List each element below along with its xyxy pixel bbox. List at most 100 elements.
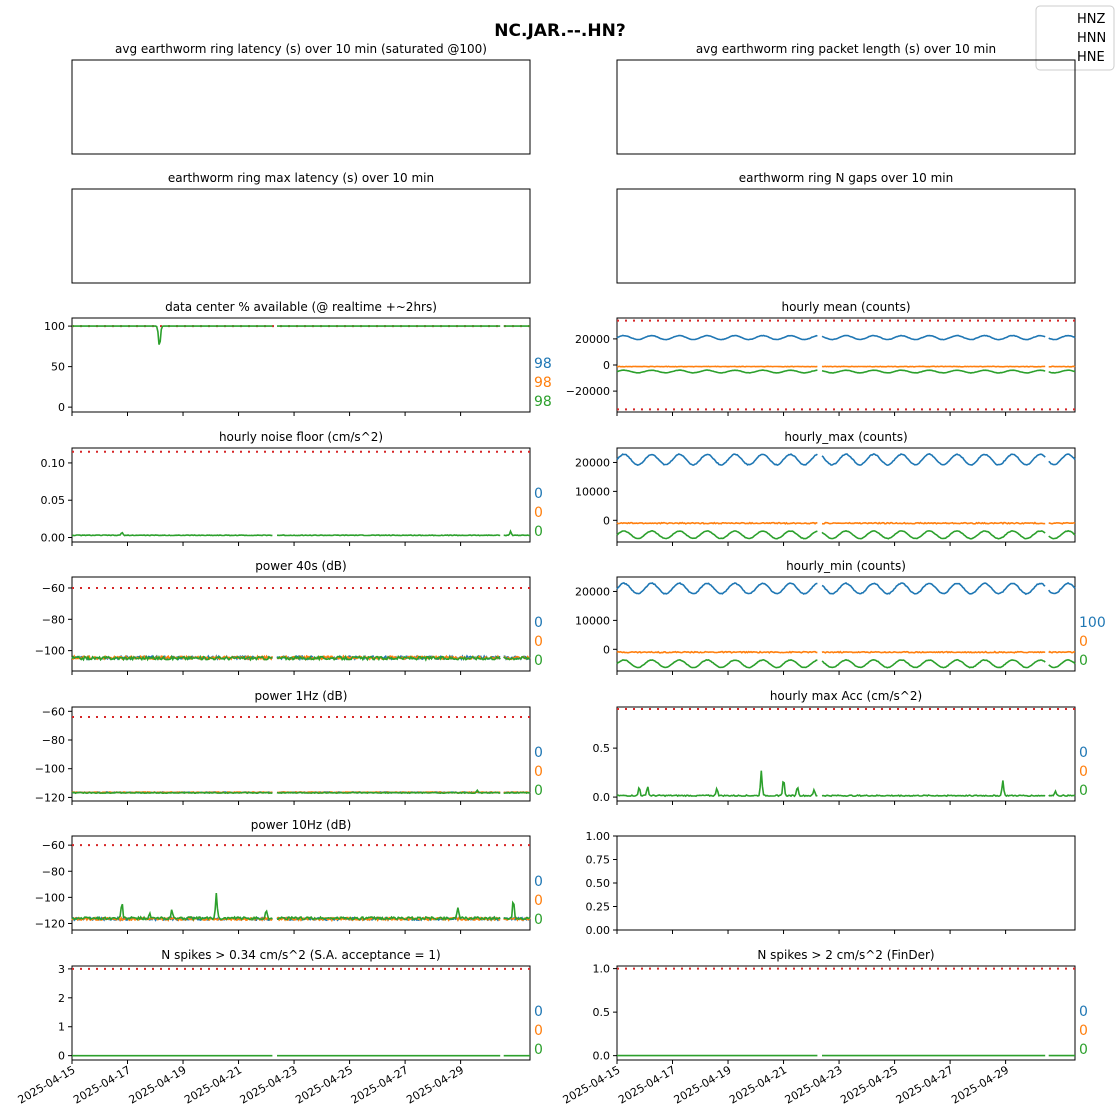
legend-label-hnn: HNN: [1077, 31, 1106, 46]
subplot-p14: 0.00 0.25 0.50 0.75 1.00: [586, 830, 1076, 937]
y-tick-label: 20000: [575, 333, 610, 346]
series-line-hnn: [616, 521, 1076, 525]
latest-value-label: 0: [1079, 745, 1088, 761]
y-tick-label: 0.10: [41, 457, 66, 470]
subplot-title: earthworm ring max latency (s) over 10 m…: [168, 171, 434, 185]
axes-frame: [616, 59, 1076, 155]
axes-frame: [71, 59, 531, 155]
y-tick-label: 10000: [575, 614, 610, 627]
axes-frame: [71, 835, 531, 931]
axes-frame: [616, 835, 1076, 931]
latest-value-label: 0: [1079, 1023, 1088, 1039]
latest-value-label: 0: [534, 505, 543, 521]
axes-frame: [616, 576, 1076, 672]
y-tick-label: 100: [44, 320, 65, 333]
x-tick-label: 2025-04-19: [672, 1063, 734, 1106]
x-tick-label: 2025-04-17: [616, 1063, 678, 1106]
series-line-hne: [72, 325, 530, 345]
y-tick-label: −100: [35, 763, 65, 776]
x-tick-label: 2025-04-23: [238, 1063, 300, 1106]
latest-value-label: 0: [534, 653, 543, 669]
latest-value-label: 0: [1079, 764, 1088, 780]
latest-value-label: 98: [534, 394, 552, 410]
latest-value-label: 0: [534, 524, 543, 540]
subplot-title: power 40s (dB): [255, 559, 346, 573]
subplot-p7: hourly noise floor (cm/s^2) 0.00 0.05 0.10 0…: [41, 430, 543, 546]
subplot-p1: avg earthworm ring latency (s) over 10 m…: [71, 42, 531, 155]
axes-frame: [616, 706, 1076, 802]
subplot-title: hourly_max (counts): [784, 430, 907, 444]
series-line-hne: [71, 893, 531, 921]
latest-value-label: 98: [534, 356, 552, 372]
y-tick-label: −120: [35, 791, 65, 804]
x-tick-label: 2025-04-15: [561, 1063, 623, 1106]
y-tick-label: 0.0: [593, 791, 611, 804]
latest-value-label: 0: [1079, 783, 1088, 799]
y-tick-label: 0.50: [586, 877, 611, 890]
axes-frame: [71, 576, 531, 672]
subplot-p11: power 1Hz (dB) −120 −100 −80 −60 0 0 0: [35, 689, 543, 805]
latest-value-label: 0: [534, 912, 543, 928]
axes-frame: [71, 188, 531, 284]
y-tick-label: −60: [42, 582, 65, 595]
y-tick-label: −100: [35, 645, 65, 658]
x-tick-label: 2025-04-25: [838, 1063, 900, 1106]
legend-label-hnz: HNZ: [1077, 12, 1106, 27]
latest-value-label: 0: [534, 764, 543, 780]
latest-value-label: 0: [1079, 634, 1088, 650]
latest-value-label: 98: [534, 375, 552, 391]
series-line-hne: [71, 529, 531, 537]
latest-value-label: 0: [534, 783, 543, 799]
y-tick-label: 20000: [575, 456, 610, 469]
subplot-p2: avg earthworm ring packet length (s) ove…: [616, 42, 1076, 155]
series-line-hnz: [616, 581, 1076, 596]
y-tick-label: −80: [42, 865, 65, 878]
axes-frame: [71, 447, 531, 543]
y-tick-label: 20000: [575, 585, 610, 598]
y-tick-label: 0.5: [593, 742, 611, 755]
legend-label-hne: HNE: [1077, 50, 1105, 65]
latest-value-label: 0: [1079, 653, 1088, 669]
latest-value-label: 0: [534, 486, 543, 502]
y-tick-label: 0.75: [586, 854, 611, 867]
series-line-hnz: [616, 453, 1076, 467]
subplot-title: hourly max Acc (cm/s^2): [770, 689, 922, 703]
x-tick-label: 2025-04-15: [16, 1063, 78, 1106]
axes-frame: [616, 317, 1076, 413]
x-tick-label: 2025-04-23: [783, 1063, 845, 1106]
subplot-p13: power 10Hz (dB) −120 −100 −80 −60 0 0 0: [35, 818, 543, 934]
subplot-title: hourly noise floor (cm/s^2): [219, 430, 383, 444]
y-tick-label: −20000: [566, 385, 610, 398]
series-line-hne: [72, 788, 531, 795]
x-tick-label: 2025-04-17: [71, 1063, 133, 1106]
y-tick-label: 0: [603, 514, 610, 527]
subplot-title: data center % available (@ realtime +~2h…: [165, 300, 437, 314]
y-tick-label: 0.00: [586, 924, 611, 937]
y-tick-label: −60: [42, 705, 65, 718]
axes-frame: [71, 317, 531, 413]
axes-frame: [616, 188, 1076, 284]
subplot-p9: power 40s (dB) −100 −80 −60 0 0 0: [35, 559, 543, 675]
axes-frame: [71, 965, 531, 1061]
y-tick-label: −120: [35, 917, 65, 930]
series-line-hnn: [616, 650, 1076, 654]
subplot-p15: N spikes > 0.34 cm/s^2 (S.A. acceptance …: [16, 948, 543, 1107]
y-tick-label: 1.00: [586, 830, 611, 843]
series-line-hne: [616, 770, 1076, 798]
latest-value-label: 0: [534, 874, 543, 890]
subplot-p8: hourly_max (counts) 0 10000 20000: [575, 430, 1076, 546]
subplot-p5: data center % available (@ realtime +~2h…: [44, 300, 552, 416]
latest-value-label: 0: [534, 893, 543, 909]
subplot-p4: earthworm ring N gaps over 10 min: [616, 171, 1076, 284]
subplot-p3: earthworm ring max latency (s) over 10 m…: [71, 171, 531, 284]
y-tick-label: −80: [42, 734, 65, 747]
series-line-hnz: [616, 334, 1076, 341]
latest-value-label: 0: [1079, 1004, 1088, 1020]
series-line-hne: [616, 658, 1076, 669]
y-tick-label: 0: [58, 401, 65, 414]
subplot-grid: avg earthworm ring latency (s) over 10 m…: [16, 42, 1106, 1107]
y-tick-label: 0.5: [593, 1006, 611, 1019]
subplot-title: N spikes > 0.34 cm/s^2 (S.A. acceptance …: [161, 948, 440, 962]
